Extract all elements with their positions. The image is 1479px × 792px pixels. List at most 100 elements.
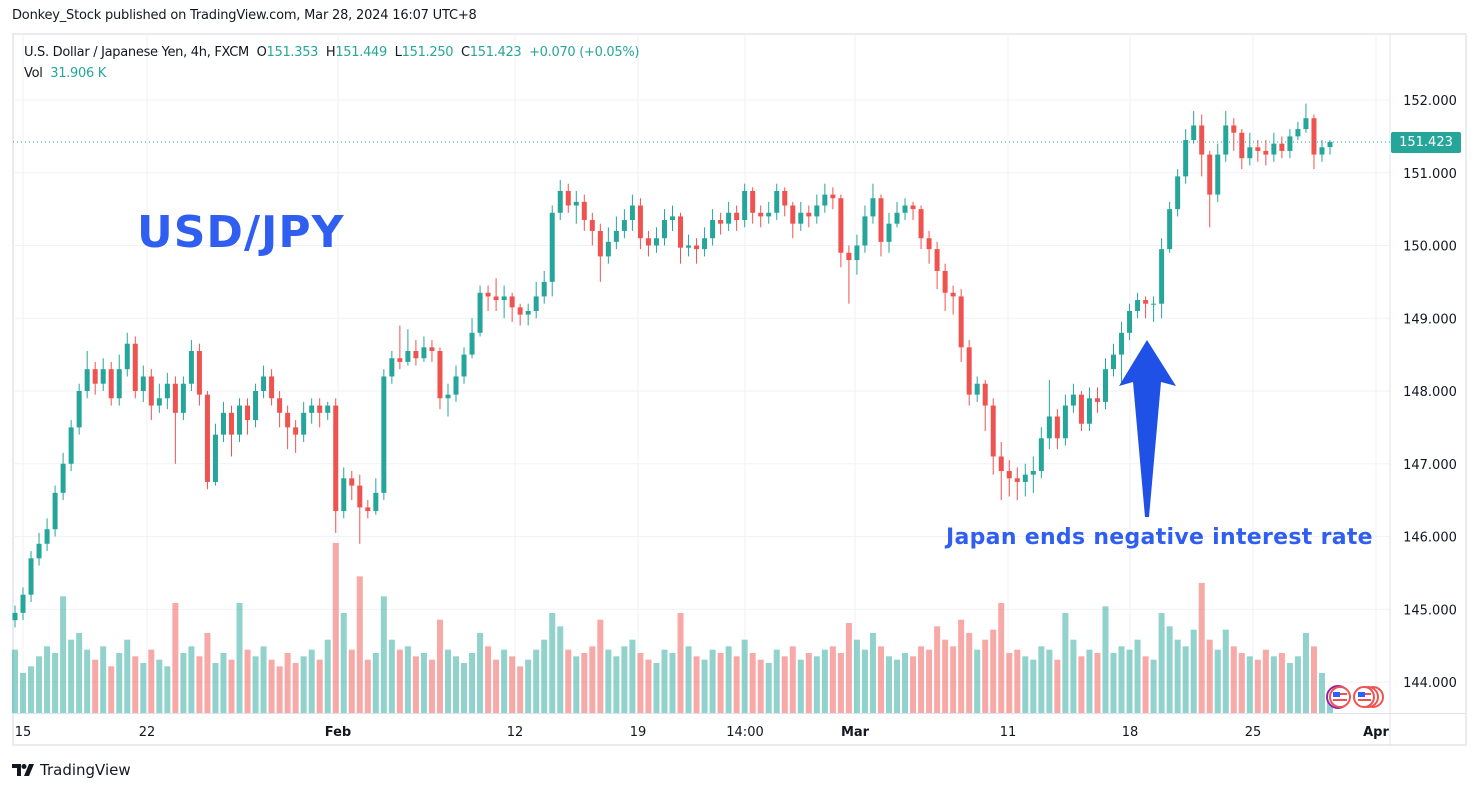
volume-bar: [677, 613, 684, 713]
price-tick-label: 144.000: [1403, 676, 1457, 691]
volume-bar: [974, 649, 981, 713]
volume-bar: [1278, 653, 1285, 713]
candle: [365, 500, 371, 519]
volume-bar: [493, 659, 500, 713]
volume-bar: [100, 646, 107, 713]
candle-body: [517, 307, 523, 315]
volume-bar: [436, 619, 443, 713]
candle-body: [1287, 136, 1293, 151]
volume-bar: [212, 663, 219, 713]
candle: [36, 532, 42, 566]
us-flag-event-icon[interactable]: [1326, 685, 1351, 709]
volume-bars: [12, 543, 1333, 713]
low-value: 151.250: [401, 45, 454, 60]
candle-body: [637, 205, 643, 239]
volume-bar: [573, 656, 580, 713]
candle: [349, 471, 355, 501]
time-tick-label: 12: [507, 725, 524, 740]
candle-body: [1183, 140, 1189, 177]
candle: [132, 336, 138, 399]
candle: [782, 187, 788, 217]
candle-body: [116, 369, 122, 399]
time-tick-label: 18: [1122, 725, 1139, 740]
candle-body: [541, 281, 547, 297]
candle: [317, 398, 323, 428]
candle: [958, 289, 964, 362]
volume-bar: [412, 656, 419, 713]
candle: [253, 383, 259, 428]
candle: [413, 340, 419, 366]
volume-bar: [260, 646, 267, 713]
published-caption: Donkey_Stock published on TradingView.co…: [12, 8, 477, 23]
candle-body: [1255, 147, 1261, 151]
volume-bar: [140, 663, 147, 713]
candle-body: [357, 485, 363, 508]
candle: [1295, 121, 1301, 141]
symbol-annotation[interactable]: USD/JPY: [137, 207, 345, 258]
tradingview-logo[interactable]: TradingView: [12, 761, 131, 779]
candle-body: [982, 383, 988, 406]
candle: [982, 380, 988, 432]
candle: [998, 441, 1004, 501]
volume-bar: [372, 653, 379, 713]
candle-body: [998, 456, 1004, 472]
candle-body: [1022, 474, 1028, 482]
candle: [1175, 169, 1181, 217]
candle-body: [228, 412, 234, 435]
candle: [966, 340, 972, 406]
candle-body: [910, 205, 916, 210]
up-arrow-icon: [1119, 340, 1176, 517]
volume-bar: [148, 649, 155, 713]
candle-body: [686, 245, 692, 248]
volume-bar: [805, 653, 812, 713]
volume-bar: [1150, 659, 1157, 713]
candle: [212, 423, 218, 486]
volume-bar: [60, 596, 67, 713]
candle-body: [196, 350, 202, 395]
candle-body: [1135, 300, 1141, 311]
candle-body: [918, 209, 924, 239]
candle-body: [60, 463, 66, 493]
volume-bar: [332, 543, 339, 713]
us-flag-event-icon[interactable]: [1353, 686, 1384, 708]
candle: [237, 398, 243, 442]
candle: [718, 212, 724, 235]
candle: [52, 485, 58, 537]
price-tick-label: 149.000: [1403, 312, 1457, 327]
candle-body: [1143, 300, 1149, 304]
candle: [309, 398, 315, 424]
volume-bar: [557, 626, 564, 713]
candle-body: [806, 212, 812, 217]
candle-body: [469, 332, 475, 355]
time-tick-label: 11: [1000, 725, 1017, 740]
volume-bar: [284, 653, 291, 713]
candle-body: [20, 594, 26, 613]
volume-bar: [1054, 659, 1061, 713]
candle-body: [742, 190, 748, 221]
volume-bar: [244, 649, 251, 713]
close-value: 151.423: [469, 45, 522, 60]
candle: [517, 303, 523, 326]
candle-body: [734, 212, 740, 221]
volume-bar: [918, 646, 925, 713]
symbol-description[interactable]: U.S. Dollar / Japanese Yen, 4h, FXCM: [24, 45, 249, 60]
candle: [1070, 383, 1076, 413]
volume-bar: [958, 619, 965, 713]
candle-body: [1263, 150, 1269, 155]
candle-body: [1078, 394, 1084, 424]
volume-bar: [1222, 629, 1229, 713]
time-tick-label: Feb: [325, 725, 351, 740]
candles: [12, 103, 1333, 628]
candle-body: [100, 369, 106, 384]
candle: [1279, 136, 1285, 159]
candle: [1102, 358, 1108, 410]
volume-bar: [1166, 626, 1173, 713]
volume-label[interactable]: Vol: [24, 66, 43, 81]
candle: [485, 285, 491, 311]
candle: [180, 376, 186, 421]
event-annotation[interactable]: Japan ends negative interest rate: [946, 525, 1373, 550]
candle: [1263, 140, 1269, 166]
candle-body: [124, 343, 130, 370]
volume-bar: [388, 639, 395, 713]
